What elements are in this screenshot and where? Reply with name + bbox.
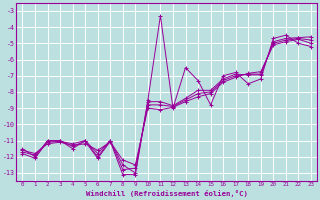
X-axis label: Windchill (Refroidissement éolien,°C): Windchill (Refroidissement éolien,°C)	[86, 190, 248, 197]
